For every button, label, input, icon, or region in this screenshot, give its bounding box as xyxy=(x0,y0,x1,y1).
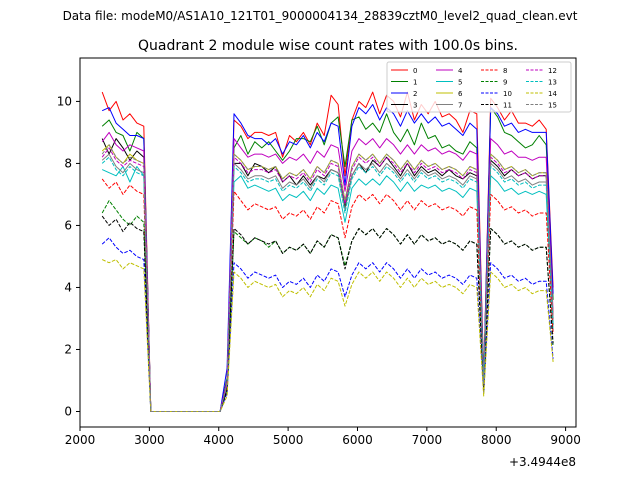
y-tick-label: 10 xyxy=(57,94,72,108)
x-offset-label: +3.4944e8 xyxy=(509,455,576,469)
legend-box xyxy=(386,61,572,113)
series-line-13 xyxy=(101,156,554,412)
legend-label-10: 10 xyxy=(503,90,512,98)
legend-label-4: 4 xyxy=(458,67,463,75)
chart-suptitle: Data file: modeM0/AS1A10_121T01_90000041… xyxy=(63,9,578,23)
x-tick-label: 8000 xyxy=(481,433,512,447)
legend-label-0: 0 xyxy=(413,67,417,75)
legend-label-1: 1 xyxy=(413,79,417,87)
x-tick-label: 7000 xyxy=(412,433,443,447)
y-tick-label: 0 xyxy=(64,404,72,418)
x-tick-label: 4000 xyxy=(203,433,234,447)
y-tick-label: 2 xyxy=(64,342,72,356)
y-tick-label: 6 xyxy=(64,218,72,232)
axes-frame xyxy=(79,57,577,428)
legend-label-5: 5 xyxy=(458,79,462,87)
series-lines xyxy=(101,91,554,412)
y-tick-label: 8 xyxy=(64,156,72,170)
legend-label-12: 12 xyxy=(548,67,557,75)
legend-label-14: 14 xyxy=(548,90,557,98)
legend-label-8: 8 xyxy=(503,67,507,75)
x-tick-label: 9000 xyxy=(550,433,581,447)
x-tick-label: 6000 xyxy=(342,433,373,447)
legend-label-7: 7 xyxy=(458,102,462,110)
series-line-11 xyxy=(101,215,554,412)
legend-label-2: 2 xyxy=(413,90,417,98)
x-tick-label: 3000 xyxy=(134,433,165,447)
legend-label-3: 3 xyxy=(413,102,417,110)
x-tick-label: 5000 xyxy=(273,433,304,447)
chart-title: Quadrant 2 module wise count rates with … xyxy=(138,38,518,54)
x-tick-label: 2000 xyxy=(65,433,96,447)
y-tick-label: 4 xyxy=(64,280,72,294)
series-line-15 xyxy=(101,144,554,412)
legend-label-11: 11 xyxy=(503,102,512,110)
legend-label-13: 13 xyxy=(548,79,557,87)
plot-area: 2000 3000 4000 5000 6000 7000 8000 9000 0 2 4 6 8 10 0… xyxy=(57,57,581,447)
legend-label-15: 15 xyxy=(548,102,557,110)
series-line-8 xyxy=(101,178,554,412)
legend-label-9: 9 xyxy=(503,79,507,87)
legend-label-6: 6 xyxy=(458,90,463,98)
